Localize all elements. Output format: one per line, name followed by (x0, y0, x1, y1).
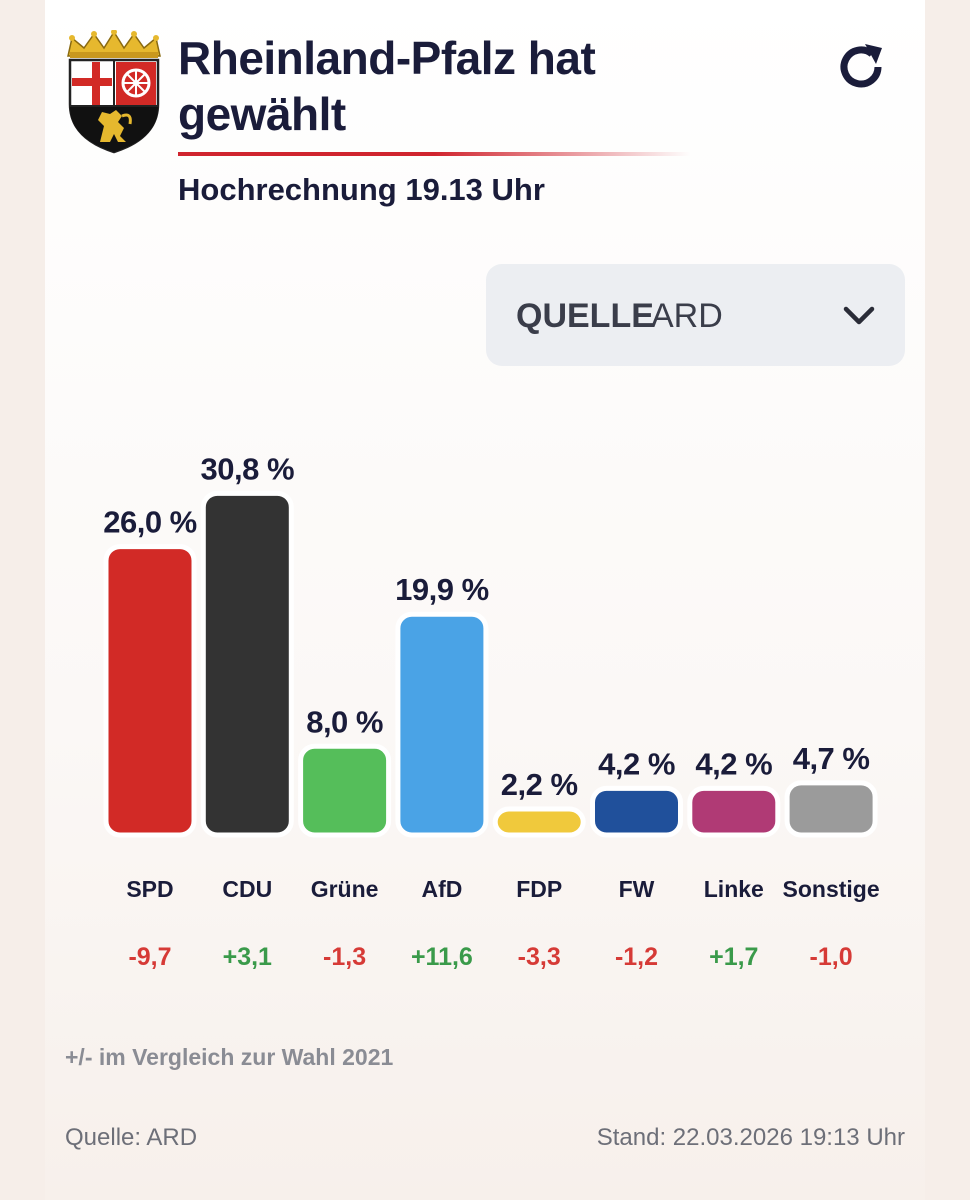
bar-linke (687, 785, 781, 838)
rheinland-pfalz-coat-of-arms-icon (67, 30, 161, 154)
bar-afd (395, 611, 489, 838)
party-label-fdp: FDP (516, 876, 562, 902)
comparison-note: +/- im Vergleich zur Wahl 2021 (65, 1044, 394, 1070)
party-label-spd: SPD (126, 876, 173, 902)
source-footer: Quelle: ARD (65, 1124, 198, 1151)
diff-label-afd: +11,6 (411, 943, 473, 971)
title-underline (178, 152, 690, 156)
source-select-value: ARD (651, 297, 723, 335)
bar-cdu (200, 490, 294, 838)
page-title: Rheinland-Pfalz hat gewählt (178, 32, 596, 140)
diff-label-fw: -1,2 (615, 943, 658, 971)
diff-label-cdu: +3,1 (223, 943, 272, 971)
bar-fw (590, 785, 683, 838)
chevron-down-icon (843, 306, 875, 325)
value-label-spd: 26,0 % (103, 505, 197, 540)
value-label-fw: 4,2 % (598, 746, 675, 781)
value-label-fdp: 2,2 % (501, 767, 578, 802)
party-label-gr-ne: Grüne (311, 876, 379, 902)
source-select[interactable]: QUELLE ARD (486, 264, 905, 366)
bar-sonstige (784, 780, 878, 838)
bar-gr-ne (298, 743, 392, 838)
value-label-cdu: 30,8 % (201, 451, 295, 486)
diff-label-gr-ne: -1,3 (323, 943, 366, 971)
diff-label-fdp: -3,3 (518, 943, 561, 971)
value-label-afd: 19,9 % (395, 572, 489, 607)
diff-label-spd: -9,7 (128, 943, 171, 971)
party-label-cdu: CDU (222, 876, 272, 902)
party-label-linke: Linke (704, 876, 764, 902)
value-label-sonstige: 4,7 % (793, 741, 870, 776)
refresh-icon[interactable] (832, 38, 890, 96)
party-label-afd: AfD (421, 876, 462, 902)
source-select-label: QUELLE (516, 297, 654, 335)
timestamp-footer: Stand: 22.03.2026 19:13 Uhr (596, 1124, 905, 1151)
bar-spd (103, 544, 197, 838)
election-bar-chart: 26,0 % SPD -9,7 30,8 % CDU +3,1 8,0 % Grüne -1,3… (103, 451, 880, 971)
value-label-gr-ne: 8,0 % (306, 704, 383, 739)
party-label-fw: FW (619, 876, 655, 902)
value-label-linke: 4,2 % (695, 746, 772, 781)
page-subtitle: Hochrechnung 19.13 Uhr (178, 172, 545, 207)
party-label-sonstige: Sonstige (783, 876, 880, 902)
diff-label-sonstige: -1,0 (810, 943, 853, 971)
bar-fdp (492, 806, 586, 838)
diff-label-linke: +1,7 (709, 943, 758, 971)
